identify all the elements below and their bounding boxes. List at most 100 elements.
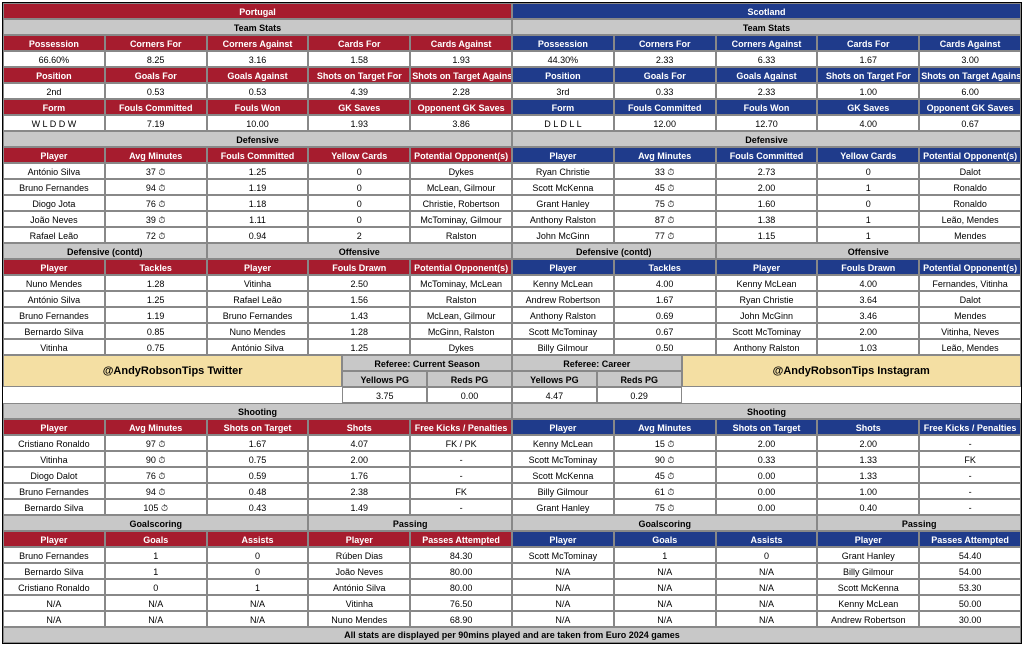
cell: João Neves	[3, 211, 105, 227]
team-stats-label-b: Team Stats	[512, 19, 1021, 35]
cell: 1.15	[716, 227, 818, 243]
cell: Billy Gilmour	[512, 339, 614, 355]
cell: Andrew Robertson	[817, 611, 919, 627]
cell: 84.30	[410, 547, 512, 563]
cell: 2.38	[308, 483, 410, 499]
cell: 0.75	[105, 339, 207, 355]
cell: McGinn, Ralston	[410, 323, 512, 339]
cell: 3.00	[919, 51, 1021, 67]
cell: 3.86	[410, 115, 512, 131]
cell: Rúben Dias	[308, 547, 410, 563]
cell: Kenny McLean	[512, 275, 614, 291]
cell: 1	[614, 547, 716, 563]
cell: Scott McTominay	[512, 547, 614, 563]
cell: Shots on Target	[716, 419, 818, 435]
cell: Cards Against	[919, 35, 1021, 51]
cell: N/A	[207, 595, 309, 611]
cell: Yellows PG	[512, 371, 597, 387]
pass-b: Passing	[817, 515, 1021, 531]
cell: Goals For	[614, 67, 716, 83]
cell: 1.60	[716, 195, 818, 211]
cell: 0.75	[207, 451, 309, 467]
cell: 0.00	[716, 499, 818, 515]
ref-val: 3.75	[342, 387, 427, 403]
cell: Scott McTominay	[512, 323, 614, 339]
cell: 2	[308, 227, 410, 243]
cell: 30.00	[919, 611, 1021, 627]
cell: 0	[308, 195, 410, 211]
cell: 1	[105, 547, 207, 563]
cell: 1.93	[410, 51, 512, 67]
cell: 37 ⏱	[105, 163, 207, 179]
cell: Player	[207, 259, 309, 275]
cell: Passes Attempted	[410, 531, 512, 547]
cell: 2.00	[716, 179, 818, 195]
off-b: Offensive	[716, 243, 1021, 259]
cell: Grant Hanley	[512, 499, 614, 515]
cell: Scott McKenna	[817, 579, 919, 595]
cell: Avg Minutes	[614, 147, 716, 163]
cell: 76.50	[410, 595, 512, 611]
cell: N/A	[614, 563, 716, 579]
cell: -	[410, 467, 512, 483]
cell: Avg Minutes	[105, 147, 207, 163]
cell: 0.53	[207, 83, 309, 99]
cell: 1.00	[817, 83, 919, 99]
cell: Vitinha	[3, 451, 105, 467]
cell: Kenny McLean	[512, 435, 614, 451]
cell: -	[919, 483, 1021, 499]
cell: 54.40	[919, 547, 1021, 563]
cell: Shots	[817, 419, 919, 435]
cell: Player	[3, 531, 105, 547]
cell: 80.00	[410, 579, 512, 595]
cell: 1.19	[105, 307, 207, 323]
cell: Bruno Fernandes	[3, 307, 105, 323]
cell: 7.19	[105, 115, 207, 131]
cell: Scott McTominay	[716, 323, 818, 339]
cell: 0.50	[614, 339, 716, 355]
shooting-b: Shooting	[512, 403, 1021, 419]
cell: Leão, Mendes	[919, 211, 1021, 227]
cell: 1.93	[308, 115, 410, 131]
cell: Andrew Robertson	[512, 291, 614, 307]
cell: Dalot	[919, 291, 1021, 307]
cell: 0	[207, 563, 309, 579]
cell: Reds PG	[597, 371, 682, 387]
cell: 2.00	[817, 323, 919, 339]
cell: 0.48	[207, 483, 309, 499]
cell: 45 ⏱	[614, 467, 716, 483]
cell: Bruno Fernandes	[3, 483, 105, 499]
cell: Fouls Won	[716, 99, 818, 115]
ref-current-label: Referee: Current Season	[342, 355, 512, 371]
team-b-name: Scotland	[512, 3, 1021, 19]
cell: 87 ⏱	[614, 211, 716, 227]
cell: N/A	[716, 611, 818, 627]
cell: Mendes	[919, 227, 1021, 243]
cell: Cards For	[308, 35, 410, 51]
cell: 3.64	[817, 291, 919, 307]
cell: McTominay, McLean	[410, 275, 512, 291]
cell: 45 ⏱	[614, 179, 716, 195]
cell: Form	[3, 99, 105, 115]
cell: Bernardo Silva	[3, 563, 105, 579]
team-a-name: Portugal	[3, 3, 512, 19]
cell: Tackles	[105, 259, 207, 275]
cell: Kenny McLean	[716, 275, 818, 291]
cell: Potential Opponent(s)	[919, 147, 1021, 163]
cell: 1	[817, 179, 919, 195]
cell: 1.38	[716, 211, 818, 227]
cell: Anthony Ralston	[716, 339, 818, 355]
cell: 90 ⏱	[614, 451, 716, 467]
cell: 3rd	[512, 83, 614, 99]
cell: João Neves	[308, 563, 410, 579]
cell: Assists	[716, 531, 818, 547]
cell: 1	[207, 579, 309, 595]
cell: -	[919, 435, 1021, 451]
cell: Diogo Jota	[3, 195, 105, 211]
cell: Fernandes, Vitinha	[919, 275, 1021, 291]
cell: 2.00	[817, 435, 919, 451]
cell: N/A	[614, 595, 716, 611]
cell: Yellow Cards	[308, 147, 410, 163]
ref-val: 0.29	[597, 387, 682, 403]
cell: Potential Opponent(s)	[410, 259, 512, 275]
